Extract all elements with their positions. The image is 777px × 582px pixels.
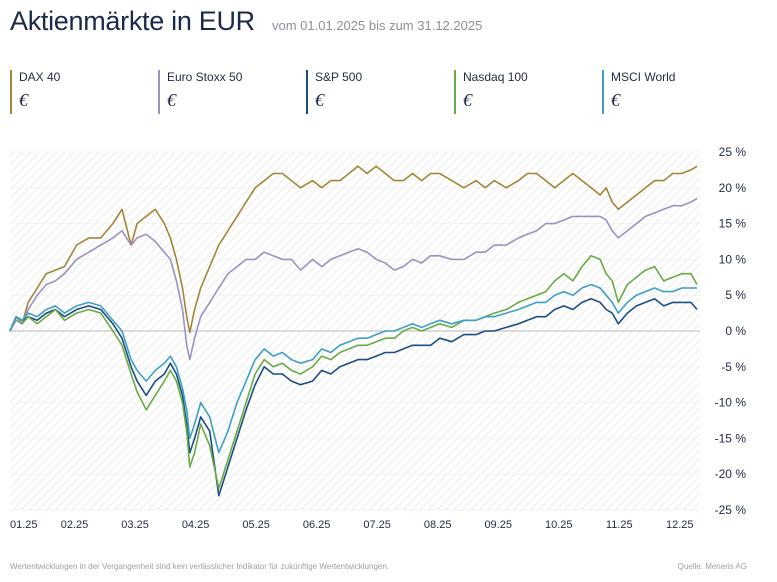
legend-item-nasdaq: Nasdaq 100 € [454,70,528,114]
legend-swatch [602,70,604,114]
series-line-euro-stoxx-50 [9,197,698,361]
x-tick-label: 04.25 [182,519,210,531]
x-tick-label: 09.25 [484,519,512,531]
legend-swatch [306,70,308,114]
x-tick-label: 12.25 [666,519,694,531]
legend-item-msci: MSCI World € [602,70,675,114]
x-tick-label: 08.25 [424,519,452,531]
legend-label: Euro Stoxx 50 [167,70,243,84]
x-tick-label: 01.25 [10,519,38,531]
legend-item-eurostoxx: Euro Stoxx 50 € [158,70,242,114]
series-lines [9,165,698,497]
currency-label: € [167,90,176,110]
y-tick-label: -10 % [715,396,747,410]
currency-label: € [463,90,472,110]
legend-label: DAX 40 [19,70,61,84]
y-tick-label: 0 % [725,324,746,338]
y-tick-label: 10 % [719,252,747,266]
disclaimer: Wertentwicklungen in der Vergangenheit s… [10,562,390,571]
y-tick-label: -20 % [715,467,747,481]
x-tick-label: 10.25 [545,519,573,531]
currency-label: € [315,90,324,110]
x-tick-label: 03.25 [121,519,149,531]
source-note: Quelle: Meneris AG [677,562,747,571]
y-tick-label: 20 % [719,181,747,195]
y-tick-label: 5 % [725,288,746,302]
date-range: vom 01.01.2025 bis zum 31.12.2025 [272,18,483,33]
legend-label: Nasdaq 100 [463,70,528,84]
y-tick-label: -5 % [721,360,746,374]
line-chart: 25 % 20 % 15 % 10 % 5 % 0 % -5 % -10 % -15 % -20 … [9,145,747,531]
y-tick-label: -15 % [715,431,747,445]
currency-label: € [19,90,28,110]
x-axis-ticks: 01.25 02.25 03.25 04.25 05.25 06.25 07.25 08.25… [10,519,694,531]
legend-label: S&P 500 [315,70,363,84]
series-line-nasdaq-100 [9,255,698,490]
legend-swatch [454,70,456,114]
currency-label: € [611,90,620,110]
legend: DAX 40 € Euro Stoxx 50 € S&P 500 € Nasda… [10,70,770,116]
legend-item-dax: DAX 40 € [10,70,60,114]
legend-item-sp500: S&P 500 € [306,70,362,114]
legend-swatch [158,70,160,114]
legend-swatch [10,70,12,114]
y-tick-label: 25 % [719,145,747,159]
x-tick-label: 06.25 [303,519,331,531]
page-title: Aktienmärkte in EUR [10,6,255,36]
x-tick-label: 05.25 [242,519,270,531]
series-line-s-p-500 [9,298,698,497]
y-tick-label: 15 % [719,217,747,231]
y-tick-label: -25 % [715,503,747,517]
x-tick-label: 02.25 [61,519,89,531]
x-tick-label: 07.25 [363,519,391,531]
y-axis-ticks: 25 % 20 % 15 % 10 % 5 % 0 % -5 % -10 % -15 % -20 … [715,145,747,517]
legend-label: MSCI World [611,70,676,84]
series-line-msci-world [9,283,697,454]
x-tick-label: 11.25 [606,519,633,531]
